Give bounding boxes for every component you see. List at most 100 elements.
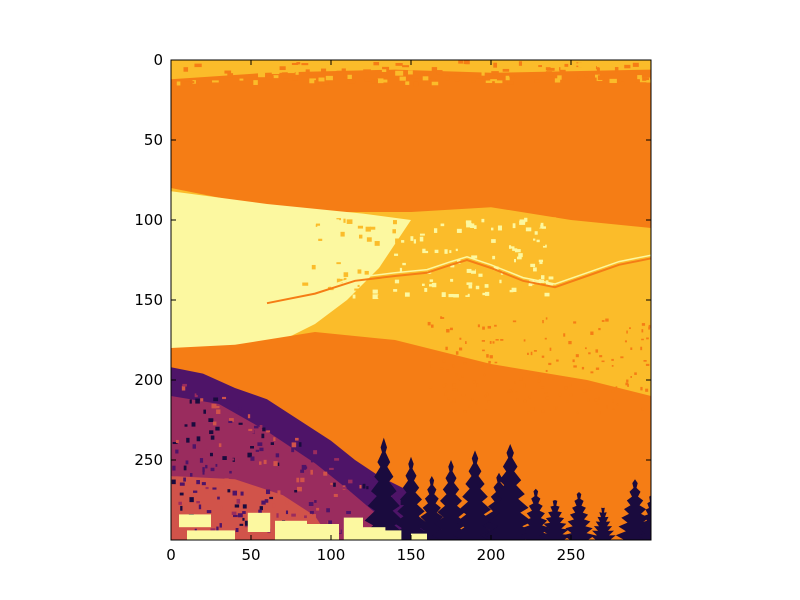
speckle [272,503,276,508]
speckle [568,340,572,345]
speckle [421,283,425,286]
speckle [554,78,561,83]
speckle [465,293,470,297]
speckle [612,399,614,403]
speckle [514,381,516,384]
speckle [642,77,650,81]
speckle [325,75,333,81]
speckle [646,337,649,340]
x-tick-label: 0 [166,546,176,564]
speckle [455,351,459,355]
speckle [614,67,619,72]
speckle [328,241,334,244]
speckle [372,286,377,290]
speckle [372,289,378,294]
speckle [365,226,371,232]
heatmap-image [171,60,651,540]
y-tick-label: 250 [134,451,163,469]
bright-block [307,524,339,540]
speckle [301,63,309,66]
speckle [334,458,340,461]
speckle [458,60,464,64]
speckle [183,67,189,72]
speckle [347,74,352,79]
speckle [581,366,585,370]
bright-block [247,512,271,532]
speckle [569,383,572,387]
speckle [549,347,552,351]
speckle [219,483,224,486]
speckle [349,240,355,244]
speckle [519,377,523,381]
x-tick-label: 250 [557,546,586,564]
speckle [446,329,450,333]
speckle [378,231,381,236]
speckle [556,375,558,379]
speckle [341,259,345,262]
speckle [273,461,278,467]
speckle [641,74,648,78]
tree [638,495,651,540]
speckle [186,437,190,443]
speckle [465,250,469,256]
x-tick-label: 150 [397,546,426,564]
speckle [242,511,246,514]
speckle [533,281,539,284]
speckle [253,469,257,473]
y-tick-label: 100 [134,211,163,229]
speckle [194,393,198,398]
speckle [468,285,473,289]
speckle [546,67,555,71]
speckle [466,268,472,273]
speckle [449,250,452,254]
speckle [410,76,414,79]
speckle [521,290,526,294]
speckle [322,501,326,507]
speckle [348,479,353,484]
speckle [641,338,644,341]
speckle [578,62,585,68]
speckle [222,456,227,460]
speckle [645,363,650,366]
speckle [196,436,201,442]
y-tick-label: 150 [134,291,163,309]
speckle [435,258,439,263]
speckle [297,486,302,492]
speckle [417,263,420,268]
speckle [314,268,320,272]
speckle [343,218,346,223]
speckle [224,478,229,482]
speckle [620,81,625,86]
speckle [463,60,470,65]
speckle [490,79,497,82]
speckle [460,254,464,258]
speckle [308,286,312,291]
speckle [534,231,538,235]
speckle [465,220,472,224]
speckle [352,294,356,299]
speckle [265,67,273,71]
speckle [487,325,492,329]
speckle [304,466,308,469]
speckle [393,289,398,292]
speckle [502,68,510,72]
speckle [211,403,217,409]
speckle [351,481,355,484]
speckle [529,372,531,375]
speckle [481,363,484,367]
speckle [485,80,493,83]
speckle [317,225,322,230]
speckle [500,338,504,341]
speckle [395,70,404,76]
speckle [259,424,263,429]
speckle [511,388,514,392]
speckle [523,242,527,245]
speckle [445,75,450,81]
speckle [452,399,456,403]
speckle [404,292,410,297]
speckle [448,237,453,242]
speckle [539,259,543,265]
speckle [179,492,184,496]
speckle [365,218,370,221]
speckle [320,68,327,72]
